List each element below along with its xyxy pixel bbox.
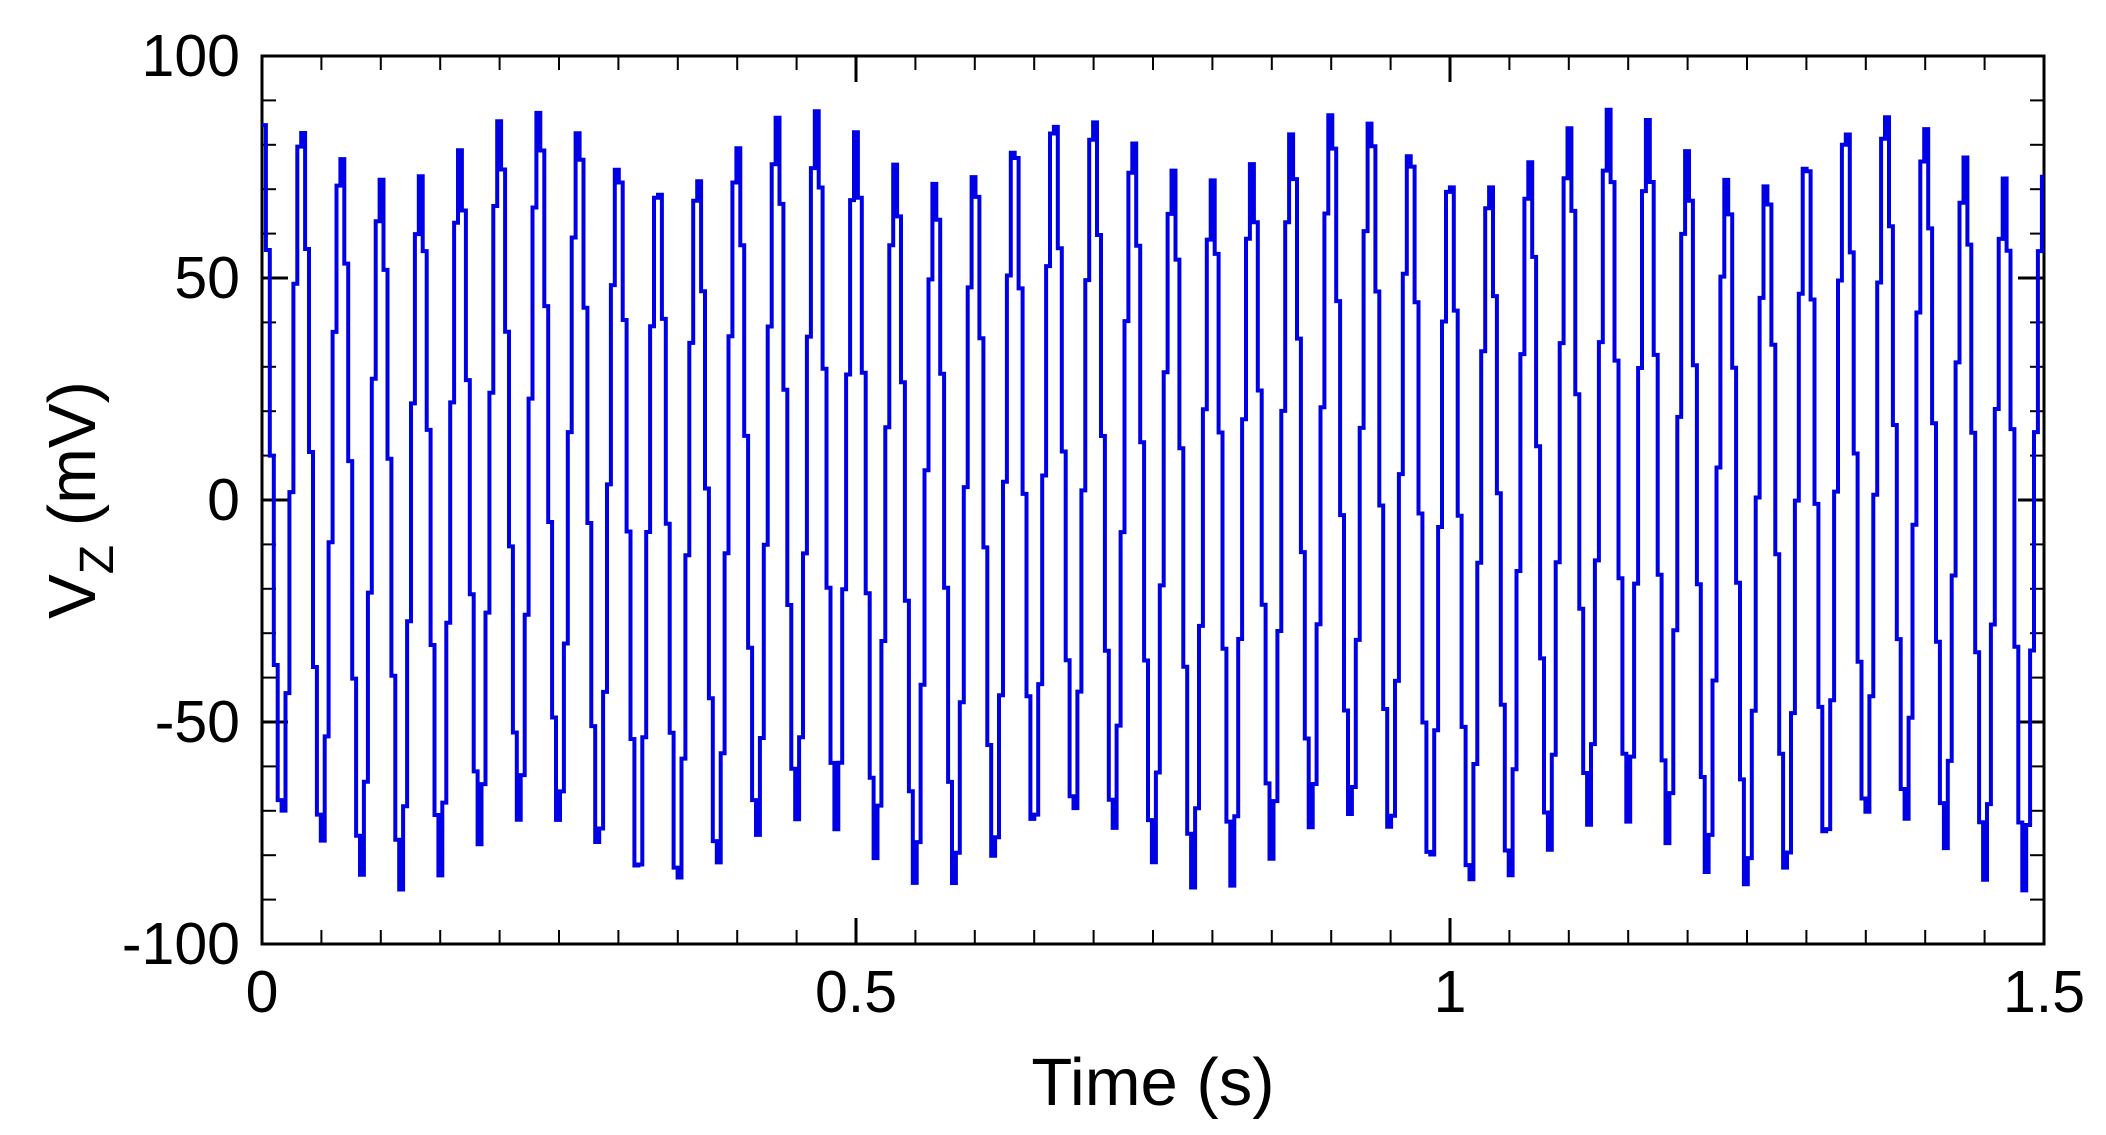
y-tick-label: 0: [207, 467, 240, 533]
x-tick-labels: 0 0.5 1 1.5: [246, 959, 2085, 1025]
y-tick-label: 100: [142, 23, 240, 89]
signal-line: [262, 107, 2044, 893]
y-axis-title-unit: (mV): [35, 381, 110, 545]
x-tick-label: 1.5: [2003, 959, 2085, 1025]
x-tick-label: 1: [1434, 959, 1467, 1025]
y-axis-title: VZ (mV): [35, 381, 124, 619]
y-tick-label: -50: [155, 689, 240, 755]
y-tick-label: -100: [122, 911, 240, 977]
y-tick-label: 50: [174, 245, 240, 311]
x-tick-label: 0: [246, 959, 279, 1025]
major-ticks: [260, 54, 2046, 946]
y-axis-title-subscript: Z: [71, 545, 124, 574]
x-tick-label: 0.5: [815, 959, 897, 1025]
y-tick-labels: -100 -50 0 50 100: [122, 23, 240, 977]
y-axis-title-main: V: [35, 574, 110, 619]
x-axis-title: Time (s): [1031, 1045, 1274, 1120]
